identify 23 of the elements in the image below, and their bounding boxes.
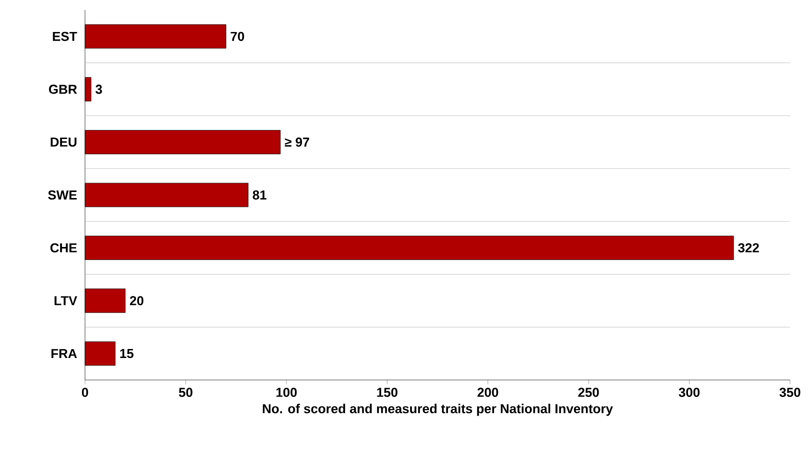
y-tick-label: DEU [50, 138, 76, 147]
x-tick-label: 100 [276, 388, 297, 397]
data-label: 20 [130, 296, 144, 306]
x-tick-label: 250 [578, 388, 599, 397]
data-label: ≥ 97 [284, 138, 310, 147]
data-label: 322 [738, 243, 759, 252]
x-tick-label: 0 [82, 388, 88, 397]
y-tick-label: GBR [48, 84, 77, 94]
x-tick-label: 50 [178, 388, 192, 397]
x-axis-title: No. of scored and measured traits per National Inventory [262, 404, 613, 416]
data-label: 15 [120, 349, 134, 358]
y-tick-label: CHE [50, 243, 77, 252]
x-tick-label: 150 [377, 388, 398, 397]
x-tick-label: 200 [478, 388, 498, 397]
data-label: 81 [252, 190, 266, 200]
y-tick-label: FRA [51, 349, 77, 358]
y-tick-label: LTV [54, 296, 78, 306]
y-tick-label: SWE [48, 190, 77, 200]
data-label: 70 [230, 32, 244, 41]
data-label: 3 [96, 84, 102, 94]
y-tick-label: EST [52, 32, 78, 41]
x-tick-label: 350 [780, 388, 800, 397]
x-tick-label: 300 [678, 388, 700, 397]
